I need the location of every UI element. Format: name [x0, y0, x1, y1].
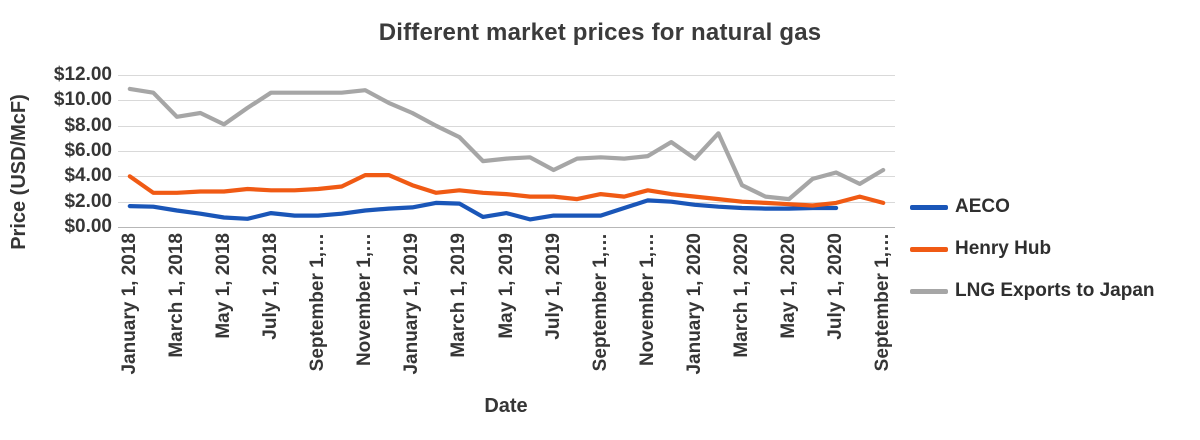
x-tick-label: May 1, 2020 [778, 233, 800, 339]
y-tick-label: $2.00 [64, 190, 112, 212]
legend: AECO Henry Hub LNG Exports to Japan [910, 196, 1155, 322]
y-tick-label: $0.00 [64, 216, 112, 237]
y-tick-label: $12.00 [53, 64, 112, 85]
legend-label: AECO [955, 196, 1010, 217]
legend-label: LNG Exports to Japan [955, 280, 1155, 301]
x-tick-label: July 1, 2018 [260, 233, 282, 340]
x-tick-label: January 1, 2020 [683, 233, 705, 375]
legend-swatch [910, 288, 948, 294]
x-tick-label: July 1, 2019 [542, 233, 564, 340]
x-tick-label: March 1, 2020 [730, 233, 752, 358]
chart-title: Different market prices for natural gas [378, 19, 822, 46]
x-tick-label: September 1,… [872, 233, 894, 372]
legend-item-aeco: AECO [910, 196, 1155, 218]
x-tick-label: September 1,… [589, 233, 611, 372]
x-tick-label: May 1, 2018 [212, 233, 234, 339]
y-tick-label: $10.00 [53, 89, 112, 111]
legend-item-henry-hub: Henry Hub [910, 238, 1155, 260]
legend-swatch [910, 246, 948, 252]
series-line-lng-exports-to-japan [127, 86, 886, 202]
x-tick-label: May 1, 2019 [495, 233, 517, 339]
y-tick-label: $4.00 [64, 165, 112, 187]
y-axis-title: Price (USD/McF) [8, 94, 30, 250]
x-tick-label: July 1, 2020 [825, 233, 847, 340]
legend-item-lng-exports-to-japan: LNG Exports to Japan [910, 280, 1155, 302]
x-tick-label: November 1,… [354, 233, 376, 367]
x-tick-label: September 1,… [307, 233, 329, 372]
x-tick-label: March 1, 2019 [448, 233, 470, 358]
x-tick-label: March 1, 2018 [165, 233, 187, 358]
x-tick-label: November 1,… [636, 233, 658, 367]
x-tick-label: January 1, 2019 [401, 233, 423, 375]
legend-swatch [910, 204, 948, 210]
series-line-henry-hub [127, 173, 886, 208]
series-line-aeco [127, 198, 839, 222]
legend-label: Henry Hub [955, 238, 1052, 259]
y-tick-label: $8.00 [64, 114, 112, 136]
y-tick-label: $6.00 [64, 140, 112, 161]
x-axis-title: Date [484, 395, 528, 417]
x-tick-label: January 1, 2018 [118, 233, 140, 375]
